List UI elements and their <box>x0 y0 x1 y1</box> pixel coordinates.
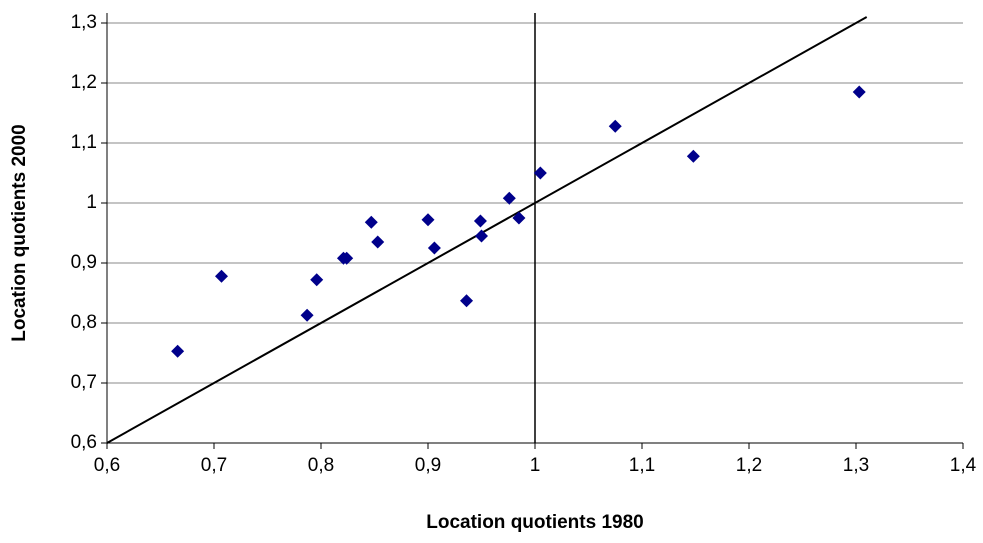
x-tick-label: 1,1 <box>629 455 655 476</box>
y-tick-label: 1 <box>86 192 97 213</box>
diagonal-line <box>106 16 868 444</box>
y-tick-label: 0,7 <box>71 372 97 393</box>
y-tick-label: 0,8 <box>71 312 97 333</box>
scatter-point <box>310 273 324 287</box>
x-tick-label: 1,3 <box>843 455 869 476</box>
y-tick-label: 0,6 <box>71 432 97 453</box>
y-tick-label: 0,9 <box>71 252 97 273</box>
scatter-point <box>608 119 622 133</box>
scatter-point <box>214 269 228 283</box>
scatter-point <box>475 229 488 243</box>
scatter-point <box>512 211 526 225</box>
scatter-point <box>171 344 185 358</box>
x-tick-label: 0,7 <box>201 455 227 476</box>
y-axis-title: Location quotients 2000 <box>9 124 30 341</box>
scatter-point <box>473 214 487 228</box>
scatter-point <box>852 85 866 99</box>
scatter-point <box>502 191 516 205</box>
scatter-point <box>460 294 474 308</box>
scatter-point <box>421 213 435 227</box>
x-tick-label: 0,8 <box>308 455 334 476</box>
x-tick-label: 1,2 <box>736 455 762 476</box>
y-tick-label: 1,2 <box>71 72 97 93</box>
scatter-point <box>427 241 441 255</box>
scatter-point <box>371 235 385 249</box>
y-tick-label: 1,1 <box>71 132 97 153</box>
x-axis-title: Location quotients 1980 <box>426 512 643 533</box>
scatter-point <box>300 308 314 322</box>
scatter-point <box>686 149 700 163</box>
scatter-point <box>340 251 354 265</box>
scatter-point <box>364 215 378 229</box>
scatter-point <box>533 166 547 180</box>
y-tick-label: 1,3 <box>71 12 97 33</box>
x-tick-label: 0,6 <box>94 455 120 476</box>
x-tick-label: 0,9 <box>415 455 441 476</box>
x-tick-label: 1 <box>530 455 541 476</box>
x-tick-label: 1,4 <box>950 455 977 476</box>
